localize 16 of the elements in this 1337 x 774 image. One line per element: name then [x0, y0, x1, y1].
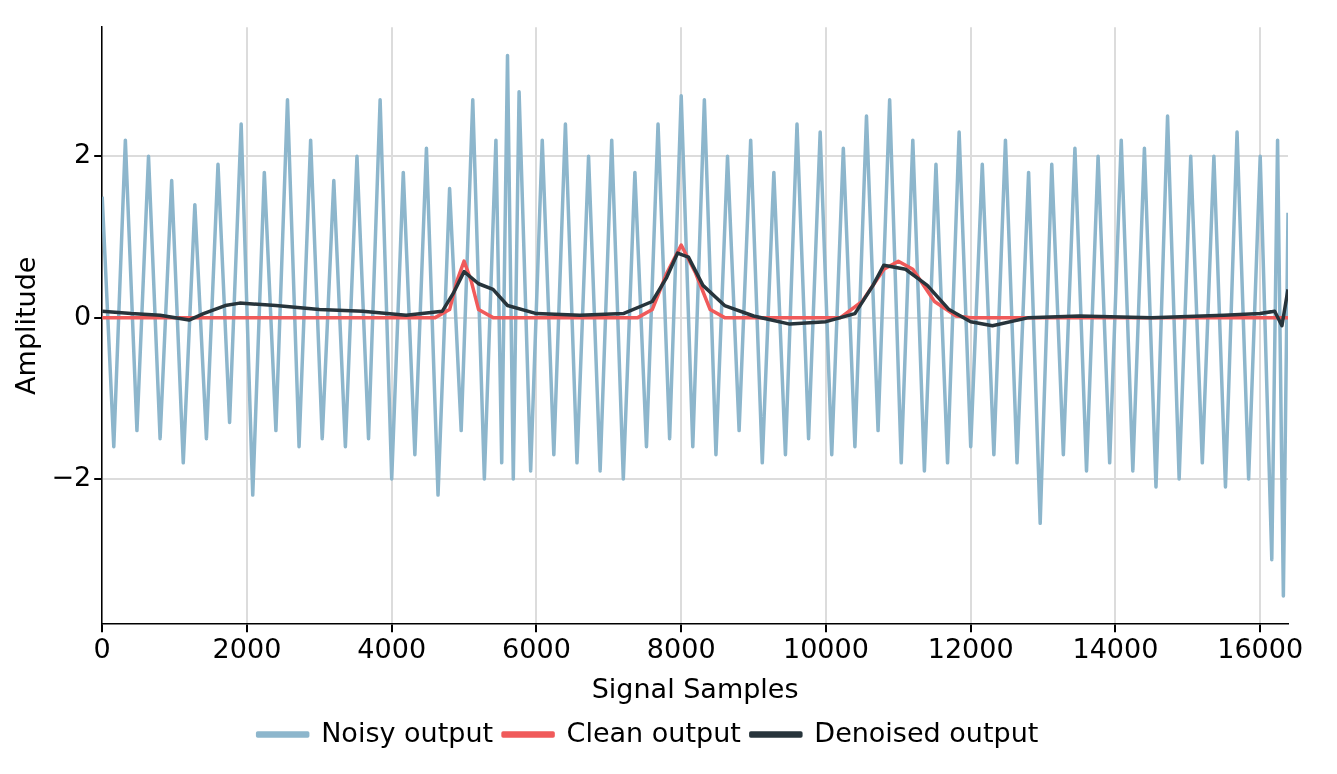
x-tick-label: 2000	[212, 633, 282, 665]
x-tick-label: 4000	[357, 633, 427, 665]
x-tick-label: 10000	[783, 633, 869, 665]
x-axis-title: Signal Samples	[591, 672, 799, 704]
x-tick-label: 14000	[1072, 633, 1159, 665]
x-tick-label: 12000	[927, 633, 1014, 665]
y-tick-label: −2	[51, 461, 92, 492]
x-tick-label: 8000	[646, 633, 716, 665]
x-tick-label: 16000	[1217, 633, 1304, 665]
legend-label: Clean output	[566, 716, 741, 748]
y-tick-label: 2	[74, 138, 92, 170]
legend-label: Noisy output	[321, 716, 494, 748]
y-tick-label: 0	[74, 299, 92, 331]
y-axis-title: Amplitude	[10, 256, 42, 395]
x-tick-label: 6000	[502, 633, 571, 665]
legend-label: Denoised output	[814, 716, 1039, 748]
